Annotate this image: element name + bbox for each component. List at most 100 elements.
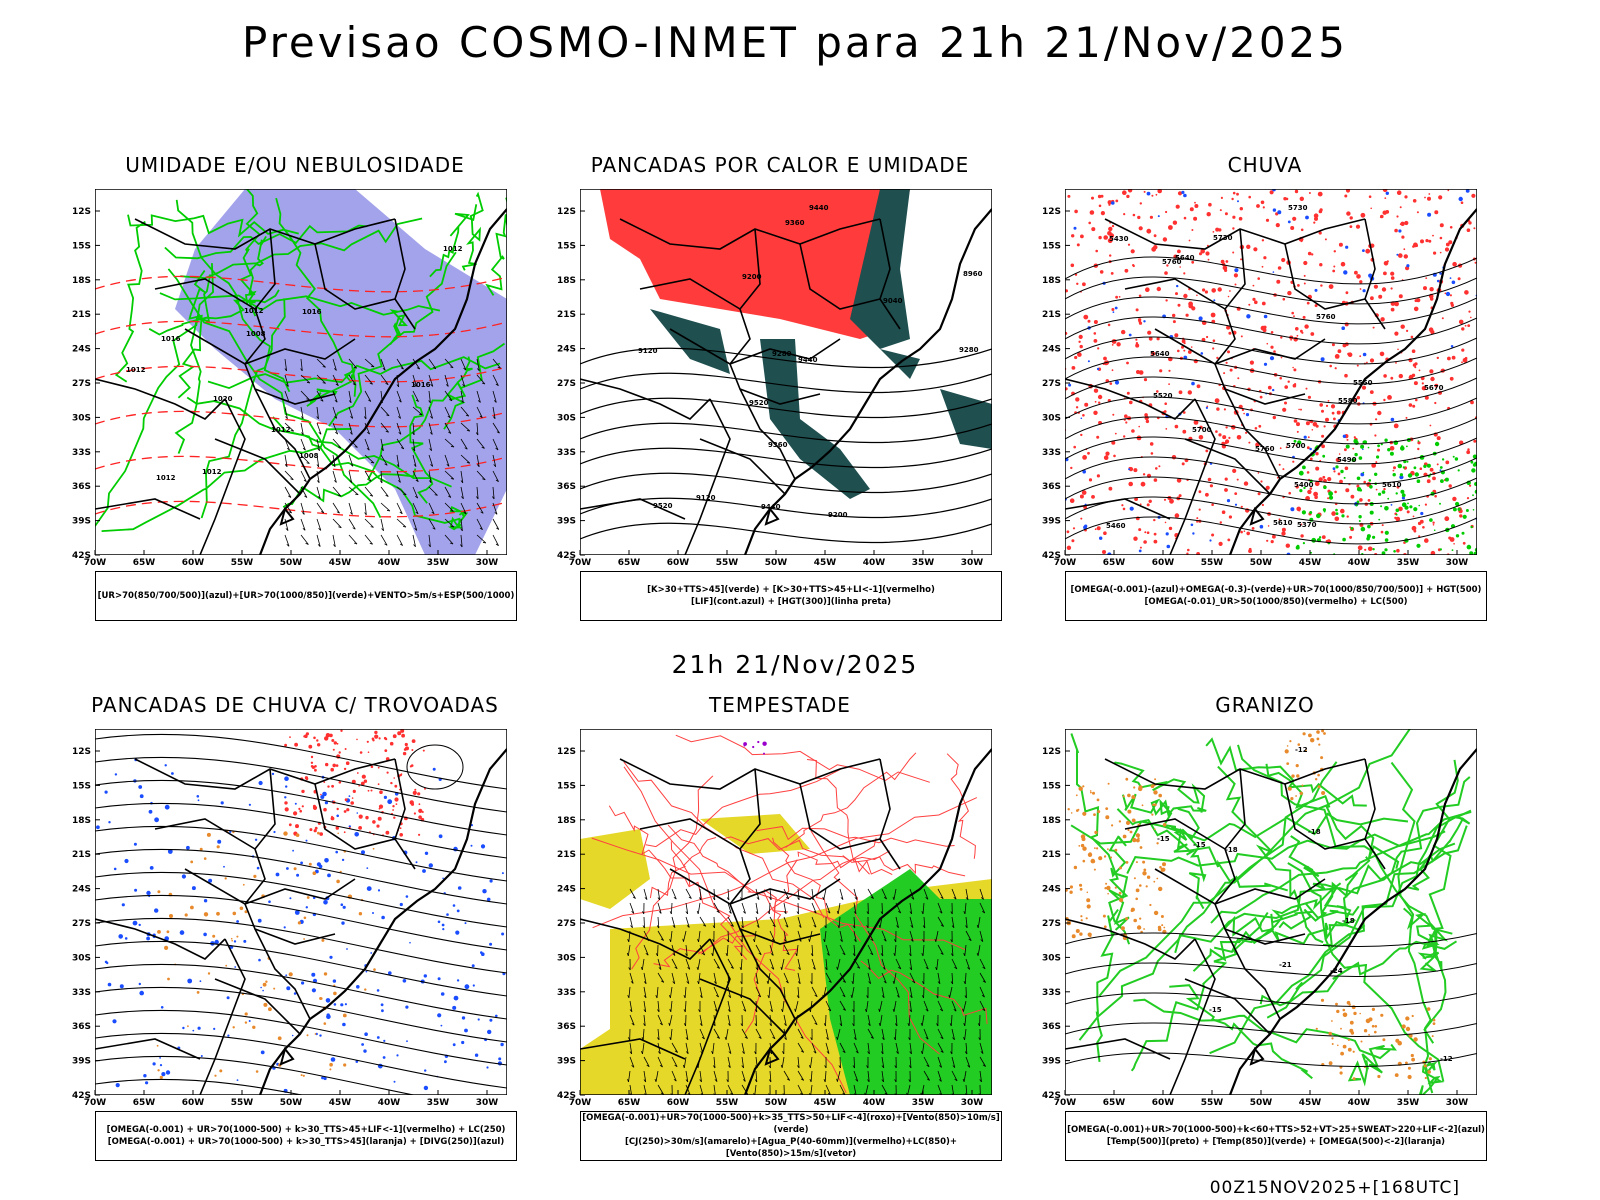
lon-tick-label: 50W <box>280 558 303 568</box>
lat-tick-label: 30S <box>557 413 576 423</box>
contour-label: 9440 <box>761 503 781 511</box>
humidity-contour-green <box>164 224 368 260</box>
omega-dots-orange <box>1315 998 1436 1081</box>
lon-tick-label: 70W <box>1054 558 1077 568</box>
lat-tick-label: 21S <box>72 850 91 860</box>
temperature-850-contour <box>1108 835 1130 931</box>
instability-area-dark <box>760 339 870 499</box>
panel-title: PANCADAS DE CHUVA C/ TROVOADAS <box>91 693 499 717</box>
lat-tick-label: 18S <box>72 276 91 286</box>
contour-label: 5520 <box>1153 392 1173 400</box>
legend-line: [LIF](cont.azul) + [HGT(300)](linha pret… <box>690 597 892 607</box>
contour-label: 9200 <box>828 511 848 519</box>
divergence-dots-blue <box>96 758 506 1093</box>
lat-tick-label: 42S <box>72 551 91 561</box>
humidity-contour-green <box>247 235 267 317</box>
lat-tick-label: 33S <box>72 448 91 458</box>
jet-area-yellow <box>700 814 810 854</box>
temperature-850-contour <box>1192 882 1342 972</box>
contour-label: -18 <box>1342 917 1355 925</box>
lat-tick-label: 33S <box>1042 448 1061 458</box>
lat-tick-label: 39S <box>1042 517 1061 527</box>
contour-label: 1008 <box>299 452 319 460</box>
lon-axis: 70W 65W 60W 55W 50W 45W 40W 35W 30W <box>84 550 498 568</box>
precipitable-water-contour <box>631 775 714 970</box>
contour-label: 9280 <box>772 350 792 358</box>
humidity-contour-green <box>180 217 423 280</box>
legend-line: [OMEGA(-0.001) + UR>70(1000-500) + k>30_… <box>106 1125 506 1135</box>
rain-dots-green <box>1293 438 1477 555</box>
contour-label: 9120 <box>638 347 658 355</box>
panel-legend: [OMEGA(-0.001) + UR>70(1000-500) + k>30_… <box>95 1111 517 1161</box>
contour-labels: 1012 1012 1008 1016 1012 1012 1020 1012 1016 1016… <box>126 245 463 482</box>
lon-axis: 70W 65W 60W 55W 50W 45W 40W 35W 30W <box>1054 550 1468 568</box>
rain-dots-red <box>1065 189 1477 555</box>
contour-label: 1016 <box>302 308 322 316</box>
instability-area-red <box>600 189 910 339</box>
lon-tick-label: 65W <box>618 558 641 568</box>
lat-tick-label: 33S <box>1042 988 1061 998</box>
jet-area-yellow <box>580 829 650 909</box>
panel-trovoadas: PANCADAS DE CHUVA C/ TROVOADAS 12S 15S 18S 2… <box>35 693 517 1163</box>
lon-tick-label: 70W <box>569 558 592 568</box>
temperature-850-contour <box>1213 920 1366 953</box>
lon-tick-label: 50W <box>765 558 788 568</box>
lat-tick-label: 36S <box>557 482 576 492</box>
contour-label: -21 <box>1279 961 1292 969</box>
geopotential-300-contours <box>580 347 992 544</box>
contour-label: 9120 <box>696 494 716 502</box>
contour-label: 9440 <box>809 204 829 212</box>
contour-label: 5610 <box>1382 481 1402 489</box>
temperature-850-contour <box>1210 810 1472 924</box>
lon-tick-label: 65W <box>1103 558 1126 568</box>
contour-label: 9360 <box>768 441 788 449</box>
contour-label: -12 <box>1440 1055 1453 1063</box>
temperature-850-contour <box>1288 835 1356 927</box>
humidity-contour-green <box>447 506 469 531</box>
lat-tick-label: 18S <box>1042 816 1061 826</box>
contour-label: 5460 <box>1106 522 1126 530</box>
humidity-contour-green <box>101 428 352 532</box>
lat-tick-label: 12S <box>557 747 576 757</box>
temperature-850-contour <box>1070 733 1131 945</box>
lon-tick-label: 60W <box>1152 558 1175 568</box>
lon-tick-label: 60W <box>667 558 690 568</box>
lat-tick-label: 27S <box>1042 379 1061 389</box>
lat-axis: 12S 15S 18S 21S 24S 27S 30S 33S 36S 39S 42S <box>557 747 585 1101</box>
temperature-850-contour <box>1209 825 1468 1055</box>
run-footer: 00Z15NOV2025+[168UTC] <box>1209 1178 1460 1198</box>
lat-tick-label: 30S <box>72 953 91 963</box>
contour-label: 9040 <box>883 297 903 305</box>
lat-tick-label: 27S <box>72 379 91 389</box>
lon-tick-label: 60W <box>182 1098 205 1108</box>
lat-tick-label: 15S <box>1042 781 1061 791</box>
lon-tick-label: 55W <box>231 558 254 568</box>
contour-label: 5640 <box>1150 350 1170 358</box>
lon-tick-label: 45W <box>329 558 352 568</box>
rain-dots-blue <box>1065 189 1477 555</box>
temperature-850-contour <box>1223 902 1360 937</box>
forecast-map: 1012 1012 1008 1016 1012 1012 1020 1012 1016 1016… <box>72 189 507 568</box>
precipitable-water-contour <box>645 768 843 848</box>
forecast-map: 5760 5760 5760 5730 5730 5700 5700 5670 5640 5640… <box>1042 189 1477 568</box>
lon-tick-label: 35W <box>912 558 935 568</box>
lat-axis: 12S 15S 18S 21S 24S 27S 30S 33S 36S 39S 42S <box>1042 747 1070 1101</box>
panel-legend: [OMEGA(-0.001)-(azul)+OMEGA(-0.3)-(verde… <box>1065 571 1487 621</box>
contour-label: 8960 <box>963 270 983 278</box>
lat-axis: 12S 15S 18S 21S 24S 27S 30S 33S 36S 39S 42S <box>1042 207 1070 561</box>
panel-title: CHUVA <box>1227 153 1303 177</box>
contour-label: -18 <box>1308 828 1321 836</box>
panel-pancadas_calor: PANCADAS POR CALOR E UMIDADE 9520 9520 9440… <box>520 153 1002 623</box>
lon-tick-label: 35W <box>427 1098 450 1108</box>
panel-legend: [OMEGA(-0.001)+UR>70(1000-500)+k>35_TTS>… <box>580 1111 1002 1161</box>
lat-tick-label: 39S <box>72 1057 91 1067</box>
precipitable-water-contour <box>608 805 690 888</box>
lon-axis: 70W 65W 60W 55W 50W 45W 40W 35W 30W <box>569 550 983 568</box>
contour-label: 5490 <box>1337 456 1357 464</box>
lon-tick-label: 45W <box>814 558 837 568</box>
lon-tick-label: 60W <box>667 1098 690 1108</box>
lat-tick-label: 21S <box>557 850 576 860</box>
precipitable-water-contour <box>675 734 930 783</box>
main-title: Previsao COSMO-INMET para 21h 21/Nov/202… <box>242 18 1348 67</box>
lon-tick-label: 50W <box>1250 1098 1273 1108</box>
